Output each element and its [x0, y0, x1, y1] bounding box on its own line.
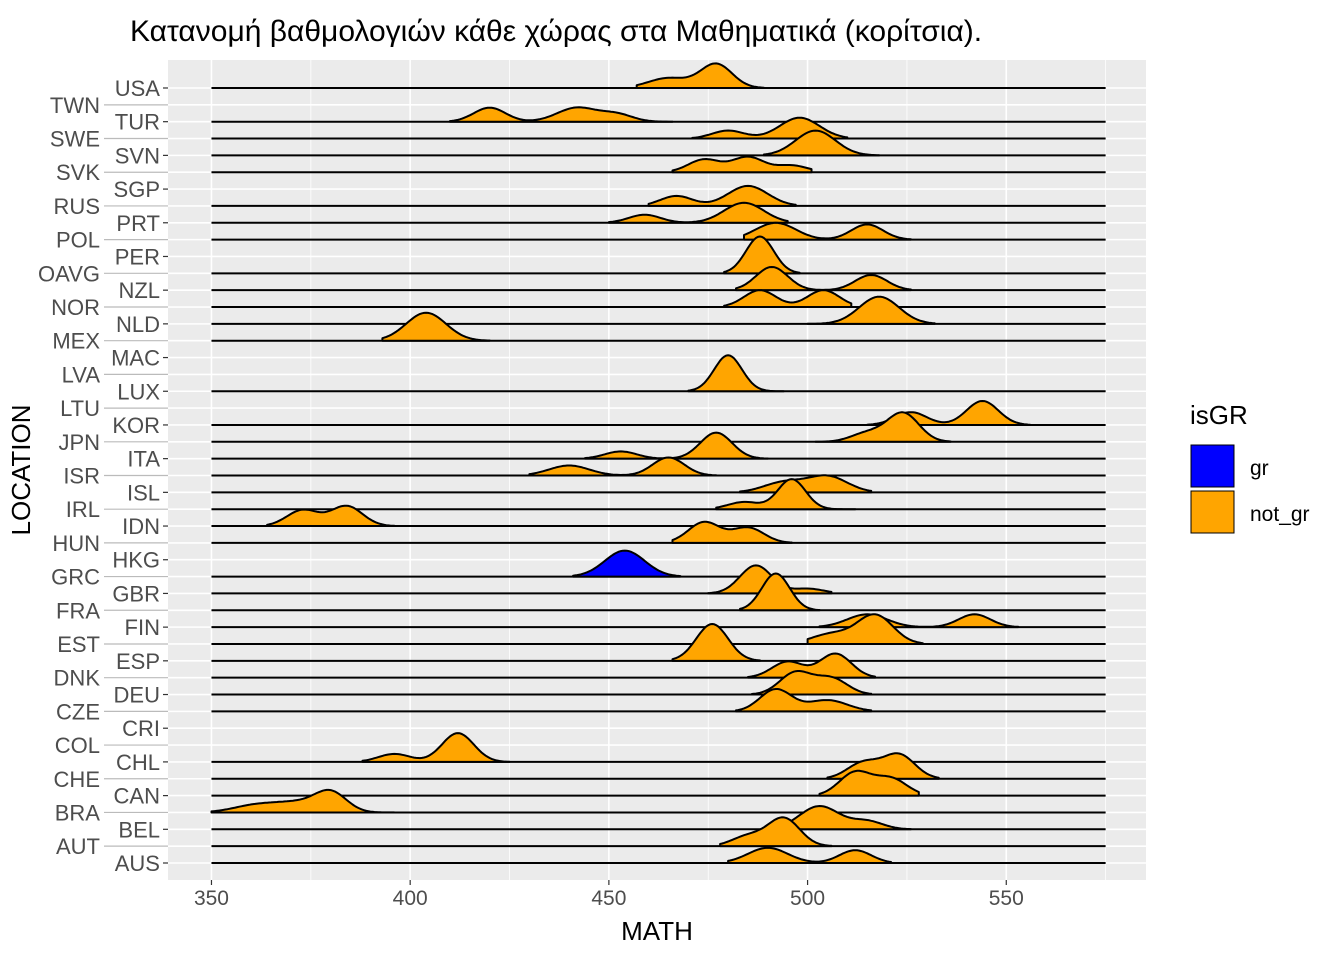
- ridge-tur: [448, 106, 674, 123]
- ridge-aut: [719, 816, 833, 848]
- ridge-lux: [687, 354, 785, 393]
- y-tick-label: IDN: [122, 514, 160, 539]
- y-tick-label: EST: [57, 632, 100, 657]
- ridge-esp: [671, 623, 761, 662]
- x-axis: 350 400 450 500 550: [194, 880, 1024, 910]
- ridge-isl: [739, 474, 873, 494]
- ridge-aus: [727, 846, 893, 864]
- y-tick-label: GRC: [51, 565, 100, 590]
- y-tick-label: JPN: [58, 430, 100, 455]
- ridge-bra: [210, 788, 396, 814]
- y-tick-label: AUS: [115, 851, 160, 876]
- y-tick-label: CHL: [116, 750, 160, 775]
- y-tick-label: SWE: [50, 127, 100, 152]
- ridge-idn: [266, 504, 396, 528]
- y-tick-label: CAN: [114, 784, 160, 809]
- y-tick-label: SGP: [114, 177, 160, 202]
- ridge-isr: [528, 456, 718, 477]
- ridge-svk: [671, 155, 813, 174]
- ridge-dnk: [746, 652, 877, 679]
- y-tick-label: AUT: [56, 834, 100, 859]
- y-tick-label: FRA: [56, 598, 100, 623]
- ridge-est: [806, 613, 924, 645]
- y-axis: AUS AUT BEL BRA CAN CHE CHL COL CRI CZE DEU DNK ESP E…: [38, 76, 168, 876]
- y-tick-label: DEU: [114, 683, 160, 708]
- x-tick-label: 550: [989, 887, 1024, 910]
- y-tick-label: COL: [55, 733, 100, 758]
- ridge-nld: [806, 295, 936, 325]
- y-tick-label: KOR: [112, 413, 160, 438]
- ridge-hun: [671, 520, 793, 544]
- ridge-irl: [715, 478, 857, 511]
- x-tick-label: 350: [194, 887, 229, 910]
- y-tick-label: MEX: [52, 329, 100, 354]
- y-tick-label: NLD: [116, 312, 160, 337]
- ridge-pol: [742, 221, 912, 241]
- y-tick-label: ITA: [127, 447, 160, 472]
- chart-title: Κατανομή βαθμολογιών κάθε χώρας στα Μαθη…: [130, 15, 982, 48]
- ridge-grc: [572, 549, 682, 578]
- y-tick-label: CHE: [54, 767, 100, 792]
- ridge-svn: [762, 129, 881, 157]
- y-tick-label: RUS: [54, 194, 100, 219]
- y-tick-label: LVA: [62, 362, 101, 387]
- y-tick-label: NOR: [51, 295, 100, 320]
- legend: isGR gr not_gr: [1190, 400, 1310, 534]
- y-tick-label: HUN: [52, 531, 100, 556]
- y-tick-label: HKG: [112, 548, 160, 573]
- ridge-usa: [635, 62, 765, 89]
- ridge-nor: [723, 289, 853, 309]
- x-tick-label: 400: [393, 887, 428, 910]
- x-tick-label: 500: [790, 887, 825, 910]
- legend-key-gr: [1190, 444, 1235, 488]
- y-tick-label: BEL: [118, 817, 160, 842]
- y-tick-label: PER: [115, 244, 160, 269]
- y-tick-label: POL: [56, 228, 100, 253]
- y-tick-label: OAVG: [38, 261, 100, 286]
- x-tick-label: 450: [591, 887, 626, 910]
- y-tick-label: GBR: [112, 581, 160, 606]
- ridges: [210, 62, 1106, 864]
- legend-label-gr: gr: [1250, 457, 1269, 480]
- y-tick-label: LUX: [117, 379, 160, 404]
- y-tick-label: SVK: [56, 160, 100, 185]
- ridge-cze: [735, 688, 873, 713]
- y-tick-label: PRT: [116, 211, 160, 236]
- legend-key-not-gr: [1190, 490, 1235, 534]
- y-tick-label: NZL: [118, 278, 160, 303]
- y-tick-label: TUR: [115, 110, 160, 135]
- y-tick-label: ISR: [63, 463, 100, 488]
- y-tick-label: ISL: [127, 480, 160, 505]
- y-tick-label: BRA: [55, 800, 101, 825]
- y-tick-label: TWN: [50, 93, 100, 118]
- ridge-jpn: [814, 411, 952, 443]
- y-tick-label: MAC: [111, 346, 160, 371]
- ridge-rus: [647, 184, 797, 207]
- y-tick-label: USA: [115, 76, 161, 101]
- y-axis-label: LOCATION: [6, 405, 36, 536]
- ridge-ita: [584, 431, 769, 460]
- ridge-oavg: [723, 235, 801, 275]
- ridge-chl: [361, 732, 511, 763]
- y-tick-label: LTU: [60, 396, 100, 421]
- ridge-fra: [739, 572, 821, 612]
- legend-label-not-gr: not_gr: [1250, 503, 1310, 526]
- y-tick-label: CZE: [56, 699, 100, 724]
- y-tick-label: CRI: [122, 716, 160, 741]
- ridge-can: [818, 769, 920, 797]
- y-tick-label: FIN: [125, 615, 160, 640]
- y-tick-label: IRL: [66, 497, 100, 522]
- ridge-prt: [607, 201, 789, 224]
- y-tick-label: SVN: [115, 143, 160, 168]
- y-tick-label: ESP: [116, 649, 160, 674]
- ridge-deu: [750, 670, 873, 696]
- y-tick-label: DNK: [54, 666, 101, 691]
- ridge-mex: [381, 311, 491, 342]
- legend-title: isGR: [1190, 400, 1248, 430]
- x-axis-label: MATH: [621, 916, 693, 946]
